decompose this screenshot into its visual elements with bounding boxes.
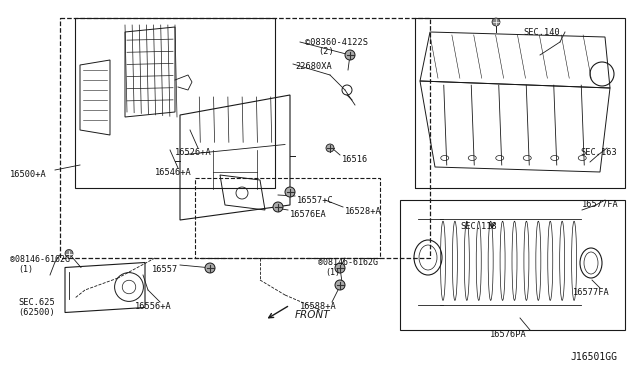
Text: (1): (1) <box>18 265 33 274</box>
Bar <box>75 18 275 188</box>
Text: 16577FA: 16577FA <box>573 288 610 297</box>
Text: 16500+A: 16500+A <box>10 170 47 179</box>
Circle shape <box>345 50 355 60</box>
Text: 16577FA: 16577FA <box>582 200 619 209</box>
Text: (1): (1) <box>325 268 340 277</box>
Text: 22680XA: 22680XA <box>295 62 332 71</box>
Text: 16557+C: 16557+C <box>297 196 333 205</box>
Text: 16588+A: 16588+A <box>300 302 337 311</box>
Text: FRONT: FRONT <box>295 310 330 320</box>
Text: ®08146-6162G: ®08146-6162G <box>318 258 378 267</box>
Text: (2): (2) <box>318 47 333 56</box>
Circle shape <box>326 144 334 152</box>
Text: SEC.118: SEC.118 <box>460 222 497 231</box>
Text: 16576EA: 16576EA <box>290 210 327 219</box>
Text: SEC.163: SEC.163 <box>580 148 617 157</box>
Circle shape <box>335 280 345 290</box>
Text: 16557: 16557 <box>152 265 179 274</box>
Text: 16516: 16516 <box>342 155 368 164</box>
Text: 16526+A: 16526+A <box>175 148 212 157</box>
Text: 16528+A: 16528+A <box>345 207 381 216</box>
Bar <box>60 18 430 258</box>
Bar <box>415 18 625 188</box>
Circle shape <box>273 202 283 212</box>
Bar <box>195 178 380 258</box>
Circle shape <box>335 263 345 273</box>
Circle shape <box>285 187 295 197</box>
Bar <box>400 200 625 330</box>
Text: 16556+A: 16556+A <box>135 302 172 311</box>
Text: SEC.140: SEC.140 <box>523 28 560 37</box>
Text: (62500): (62500) <box>18 308 55 317</box>
Text: ©08360-4122S: ©08360-4122S <box>305 38 368 47</box>
Text: SEC.625: SEC.625 <box>18 298 55 307</box>
Text: 16576PA: 16576PA <box>490 330 527 339</box>
Text: ®08146-6162G: ®08146-6162G <box>10 255 70 264</box>
Circle shape <box>205 263 215 273</box>
Circle shape <box>492 18 500 26</box>
Text: J16501GG: J16501GG <box>570 352 617 362</box>
Circle shape <box>65 250 73 257</box>
Text: 16546+A: 16546+A <box>155 168 192 177</box>
